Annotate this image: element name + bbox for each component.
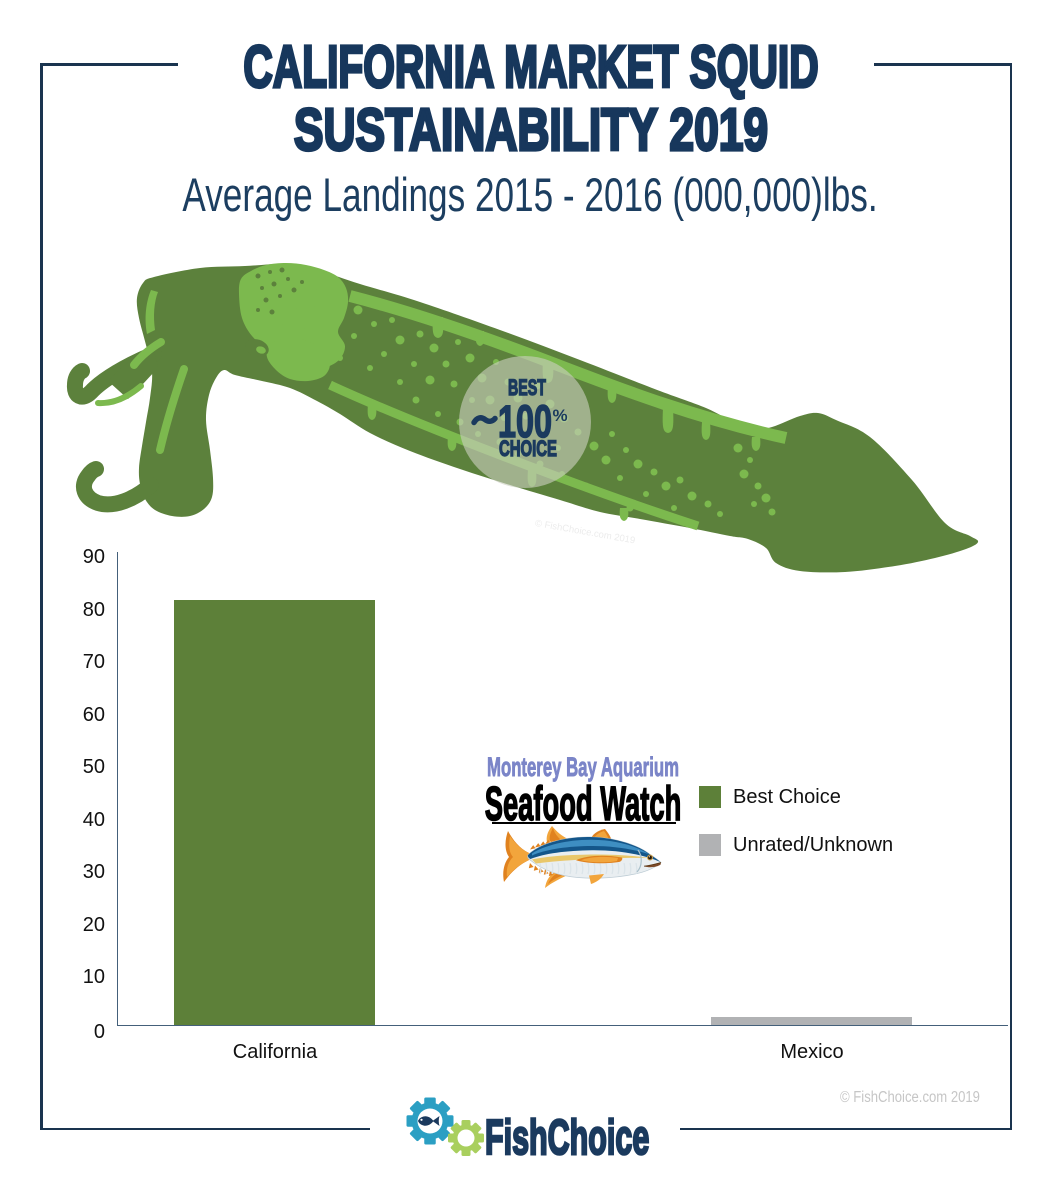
svg-text:CHOICE: CHOICE: [499, 436, 557, 461]
svg-text:%: %: [552, 406, 567, 425]
svg-text:100: 100: [498, 396, 552, 447]
svg-text:BEST: BEST: [508, 375, 546, 400]
